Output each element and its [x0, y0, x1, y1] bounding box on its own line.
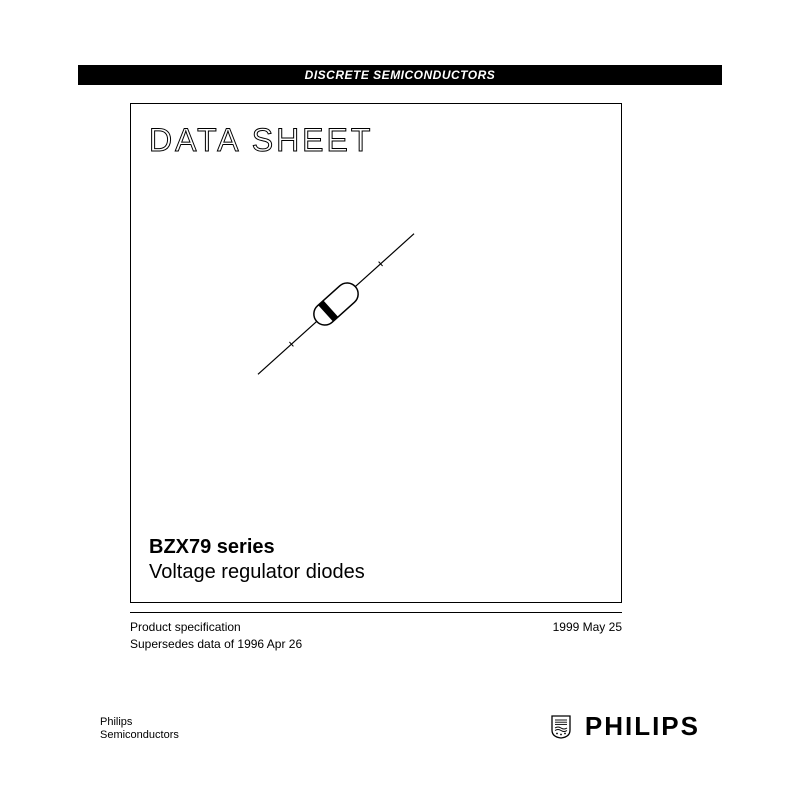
spec-row: Product specification Supersedes data of…	[130, 612, 622, 653]
category-text: DISCRETE SEMICONDUCTORS	[305, 68, 496, 82]
brand-name: PHILIPS	[585, 711, 700, 742]
footer-line2: Semiconductors	[100, 729, 179, 742]
product-description: Voltage regulator diodes	[149, 561, 603, 584]
footer-brand-block: PHILIPS	[551, 711, 700, 742]
product-series: BZX79 series	[149, 536, 603, 559]
footer: Philips Semiconductors PHILIPS	[100, 711, 700, 742]
spec-left: Product specification Supersedes data of…	[130, 619, 302, 653]
footer-line1: Philips	[100, 716, 179, 729]
spec-date: 1999 May 25	[553, 619, 622, 653]
diode-illustration	[226, 194, 446, 414]
spec-line2: Supersedes data of 1996 Apr 26	[130, 636, 302, 653]
main-content-box: DATA SHEET BZX79 series Voltage regulato…	[130, 103, 622, 603]
philips-shield-icon	[551, 715, 571, 739]
product-block: BZX79 series Voltage regulator diodes	[149, 536, 603, 584]
footer-company: Philips Semiconductors	[100, 716, 179, 742]
datasheet-title: DATA SHEET	[149, 122, 373, 159]
category-bar: DISCRETE SEMICONDUCTORS	[78, 65, 722, 85]
spec-line1: Product specification	[130, 619, 302, 636]
